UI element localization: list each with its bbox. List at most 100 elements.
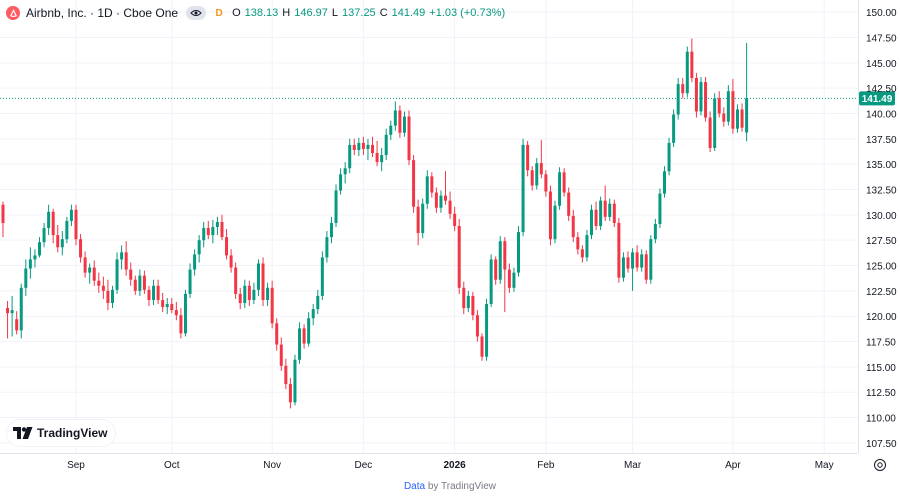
delayed-data-badge[interactable]: D (215, 7, 223, 19)
candle[interactable] (147, 285, 151, 307)
candle[interactable] (553, 200, 557, 244)
candle[interactable] (457, 218, 461, 294)
candle[interactable] (352, 138, 356, 156)
candle[interactable] (430, 172, 434, 198)
candle[interactable] (47, 204, 51, 236)
candle[interactable] (412, 155, 416, 213)
candle[interactable] (270, 280, 274, 329)
candle[interactable] (617, 217, 621, 283)
candle[interactable] (15, 311, 19, 335)
candle[interactable] (726, 85, 730, 126)
candle[interactable] (28, 247, 32, 279)
candle[interactable] (384, 128, 388, 161)
candle[interactable] (594, 201, 598, 231)
candle[interactable] (24, 259, 28, 296)
candle[interactable] (708, 111, 712, 153)
candle[interactable] (101, 276, 105, 299)
candle[interactable] (110, 285, 114, 309)
symbol-title[interactable]: Airbnb, Inc. · 1D · Cboe One (26, 6, 179, 20)
candle[interactable] (247, 280, 251, 307)
candle[interactable] (589, 204, 593, 240)
candle[interactable] (699, 77, 703, 116)
chart-settings-gear-icon[interactable] (872, 457, 888, 473)
tradingview-logo[interactable]: TradingView (7, 420, 116, 446)
candle[interactable] (334, 184, 338, 228)
candle[interactable] (343, 162, 347, 184)
candle[interactable] (197, 235, 201, 263)
candle[interactable] (507, 263, 511, 293)
candle[interactable] (60, 231, 64, 256)
candle[interactable] (544, 170, 548, 197)
candle[interactable] (603, 185, 607, 221)
candle[interactable] (261, 257, 265, 307)
candle[interactable] (307, 312, 311, 347)
candle[interactable] (425, 170, 429, 209)
candle[interactable] (393, 101, 397, 131)
candle[interactable] (156, 279, 160, 305)
candle[interactable] (42, 222, 46, 248)
candle[interactable] (626, 251, 630, 273)
candle[interactable] (649, 235, 653, 284)
candle[interactable] (694, 72, 698, 118)
candle[interactable] (220, 214, 224, 241)
candle[interactable] (439, 190, 443, 213)
candle[interactable] (466, 290, 470, 313)
candle[interactable] (279, 337, 283, 371)
candle[interactable] (133, 275, 137, 295)
candle[interactable] (225, 229, 229, 260)
candle[interactable] (635, 245, 639, 272)
candle[interactable] (234, 262, 238, 299)
candle[interactable] (517, 225, 521, 277)
candle[interactable] (498, 236, 502, 284)
candle[interactable] (106, 279, 110, 311)
candle[interactable] (731, 79, 735, 134)
candle[interactable] (512, 267, 516, 292)
candle[interactable] (722, 107, 726, 127)
candle[interactable] (183, 289, 187, 337)
candle[interactable] (129, 262, 133, 286)
candle[interactable] (735, 104, 739, 133)
candle[interactable] (229, 249, 233, 273)
candle[interactable] (361, 136, 365, 156)
candle[interactable] (371, 136, 375, 158)
candle[interactable] (685, 46, 689, 98)
candle[interactable] (599, 196, 603, 231)
candle[interactable] (745, 42, 749, 142)
candle[interactable] (475, 310, 479, 342)
candle[interactable] (681, 78, 685, 99)
candle[interactable] (416, 199, 420, 246)
candle[interactable] (120, 245, 124, 270)
candle[interactable] (667, 137, 671, 176)
candle[interactable] (644, 250, 648, 284)
candle[interactable] (690, 38, 694, 83)
candle[interactable] (202, 221, 206, 248)
candle[interactable] (402, 111, 406, 137)
candle[interactable] (530, 166, 534, 191)
candle[interactable] (489, 254, 493, 308)
candle[interactable] (311, 304, 315, 326)
candle[interactable] (65, 216, 69, 244)
candle[interactable] (138, 269, 142, 296)
candle[interactable] (37, 237, 41, 258)
candle[interactable] (357, 137, 361, 157)
candle[interactable] (97, 272, 101, 293)
candle[interactable] (325, 231, 329, 263)
candle[interactable] (256, 259, 260, 296)
candle[interactable] (288, 378, 292, 409)
candle[interactable] (672, 109, 676, 147)
candle[interactable] (252, 282, 256, 305)
candle[interactable] (238, 287, 242, 310)
candle[interactable] (389, 120, 393, 140)
candle[interactable] (421, 198, 425, 239)
candle[interactable] (88, 263, 92, 284)
candle[interactable] (275, 318, 279, 351)
candle[interactable] (10, 295, 14, 337)
candle[interactable] (585, 230, 589, 262)
candles[interactable] (1, 38, 749, 409)
candle[interactable] (571, 209, 575, 243)
candle[interactable] (170, 297, 174, 314)
candle[interactable] (407, 110, 411, 166)
candle[interactable] (448, 191, 452, 219)
candle[interactable] (161, 292, 165, 313)
